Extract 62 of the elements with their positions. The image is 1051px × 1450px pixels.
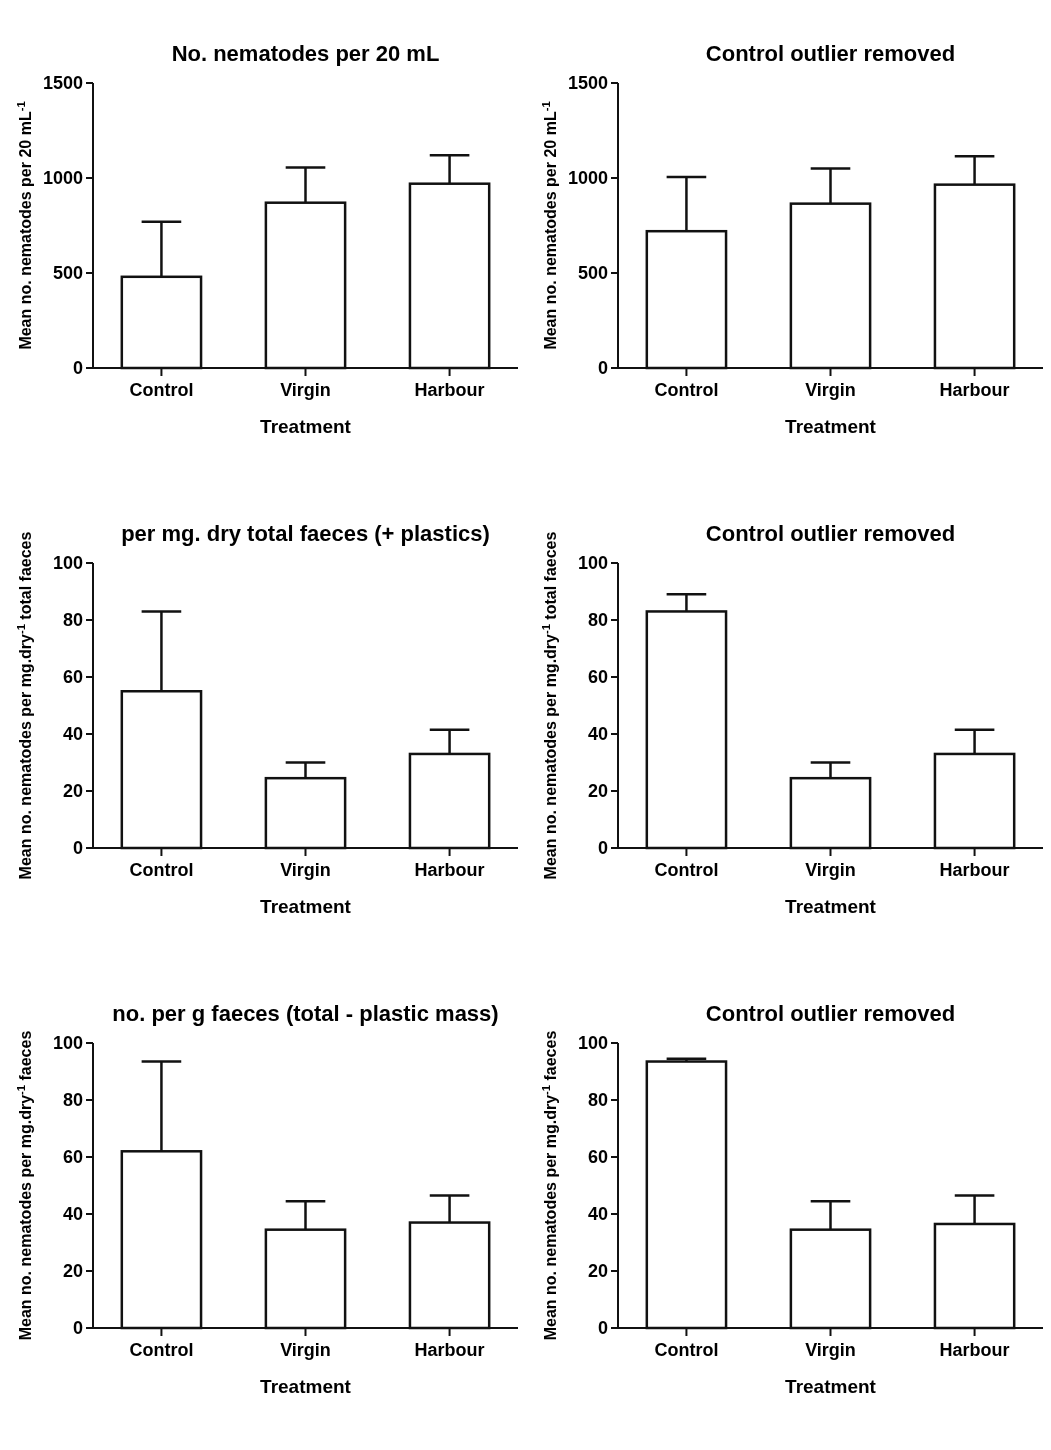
x-tick-label: Control (654, 860, 719, 880)
y-tick-label: 80 (62, 610, 83, 631)
chart-title: Control outlier removed (705, 41, 956, 66)
y-tick-label: 0 (72, 1318, 83, 1339)
x-tick-label: Harbour (939, 860, 1010, 880)
x-tick-label: Virgin (280, 860, 331, 880)
x-tick-label: Harbour (939, 1340, 1010, 1360)
x-tick-label: Virgin (280, 380, 331, 400)
y-tick-label: 1000 (567, 168, 608, 189)
y-tick-label: 40 (62, 724, 83, 745)
y-tick-label: 1000 (42, 168, 83, 189)
x-tick-label: Virgin (805, 380, 856, 400)
x-tick-label: Harbour (939, 380, 1010, 400)
x-tick-label: Control (654, 1340, 719, 1360)
y-tick-label: 100 (577, 1033, 608, 1054)
y-tick-label: 0 (597, 1318, 608, 1339)
x-axis-title: Treatment (260, 1376, 352, 1397)
y-tick-label: 40 (587, 724, 608, 745)
chart-title: no. per g faeces (total - plastic mass) (112, 1001, 499, 1026)
y-tick-label: 80 (587, 1090, 608, 1111)
x-tick-label: Harbour (414, 1340, 485, 1360)
y-tick-label: 20 (62, 1261, 83, 1282)
x-tick-label: Harbour (414, 860, 485, 880)
x-tick-label: Control (654, 380, 719, 400)
x-tick-label: Virgin (280, 1340, 331, 1360)
y-tick-label: 40 (62, 1204, 83, 1225)
y-tick-label: 80 (587, 610, 608, 631)
y-tick-label: 20 (62, 781, 83, 802)
x-axis-title: Treatment (785, 1376, 877, 1397)
x-tick-label: Control (129, 1340, 194, 1360)
y-tick-label: 1500 (42, 73, 83, 94)
y-tick-label: 500 (52, 263, 83, 284)
x-axis-title: Treatment (260, 416, 352, 437)
y-tick-label: 60 (62, 1147, 83, 1168)
y-tick-label: 100 (577, 553, 608, 574)
x-tick-label: Harbour (414, 380, 485, 400)
y-tick-label: 100 (52, 1033, 83, 1054)
y-tick-label: 80 (62, 1090, 83, 1111)
x-axis-title: Treatment (785, 416, 877, 437)
y-tick-label: 500 (577, 263, 608, 284)
x-tick-label: Virgin (805, 1340, 856, 1360)
chart-title: No. nematodes per 20 mL (171, 41, 440, 66)
y-tick-label: 0 (72, 838, 83, 859)
chart-title: Control outlier removed (705, 1001, 956, 1026)
y-tick-label: 60 (587, 1147, 608, 1168)
chart-title: Control outlier removed (705, 521, 956, 546)
y-tick-label: 0 (597, 358, 608, 379)
chart-title: per mg. dry total faeces (+ plastics) (121, 521, 490, 546)
y-tick-label: 60 (62, 667, 83, 688)
y-tick-label: 20 (587, 1261, 608, 1282)
y-tick-label: 0 (72, 358, 83, 379)
y-tick-label: 0 (597, 838, 608, 859)
y-tick-label: 20 (587, 781, 608, 802)
y-tick-label: 40 (587, 1204, 608, 1225)
x-axis-title: Treatment (785, 896, 877, 917)
x-tick-label: Control (129, 380, 194, 400)
y-tick-label: 100 (52, 553, 83, 574)
x-tick-label: Control (129, 860, 194, 880)
x-tick-label: Virgin (805, 860, 856, 880)
x-axis-title: Treatment (260, 896, 352, 917)
y-tick-label: 60 (587, 667, 608, 688)
y-tick-label: 1500 (567, 73, 608, 94)
